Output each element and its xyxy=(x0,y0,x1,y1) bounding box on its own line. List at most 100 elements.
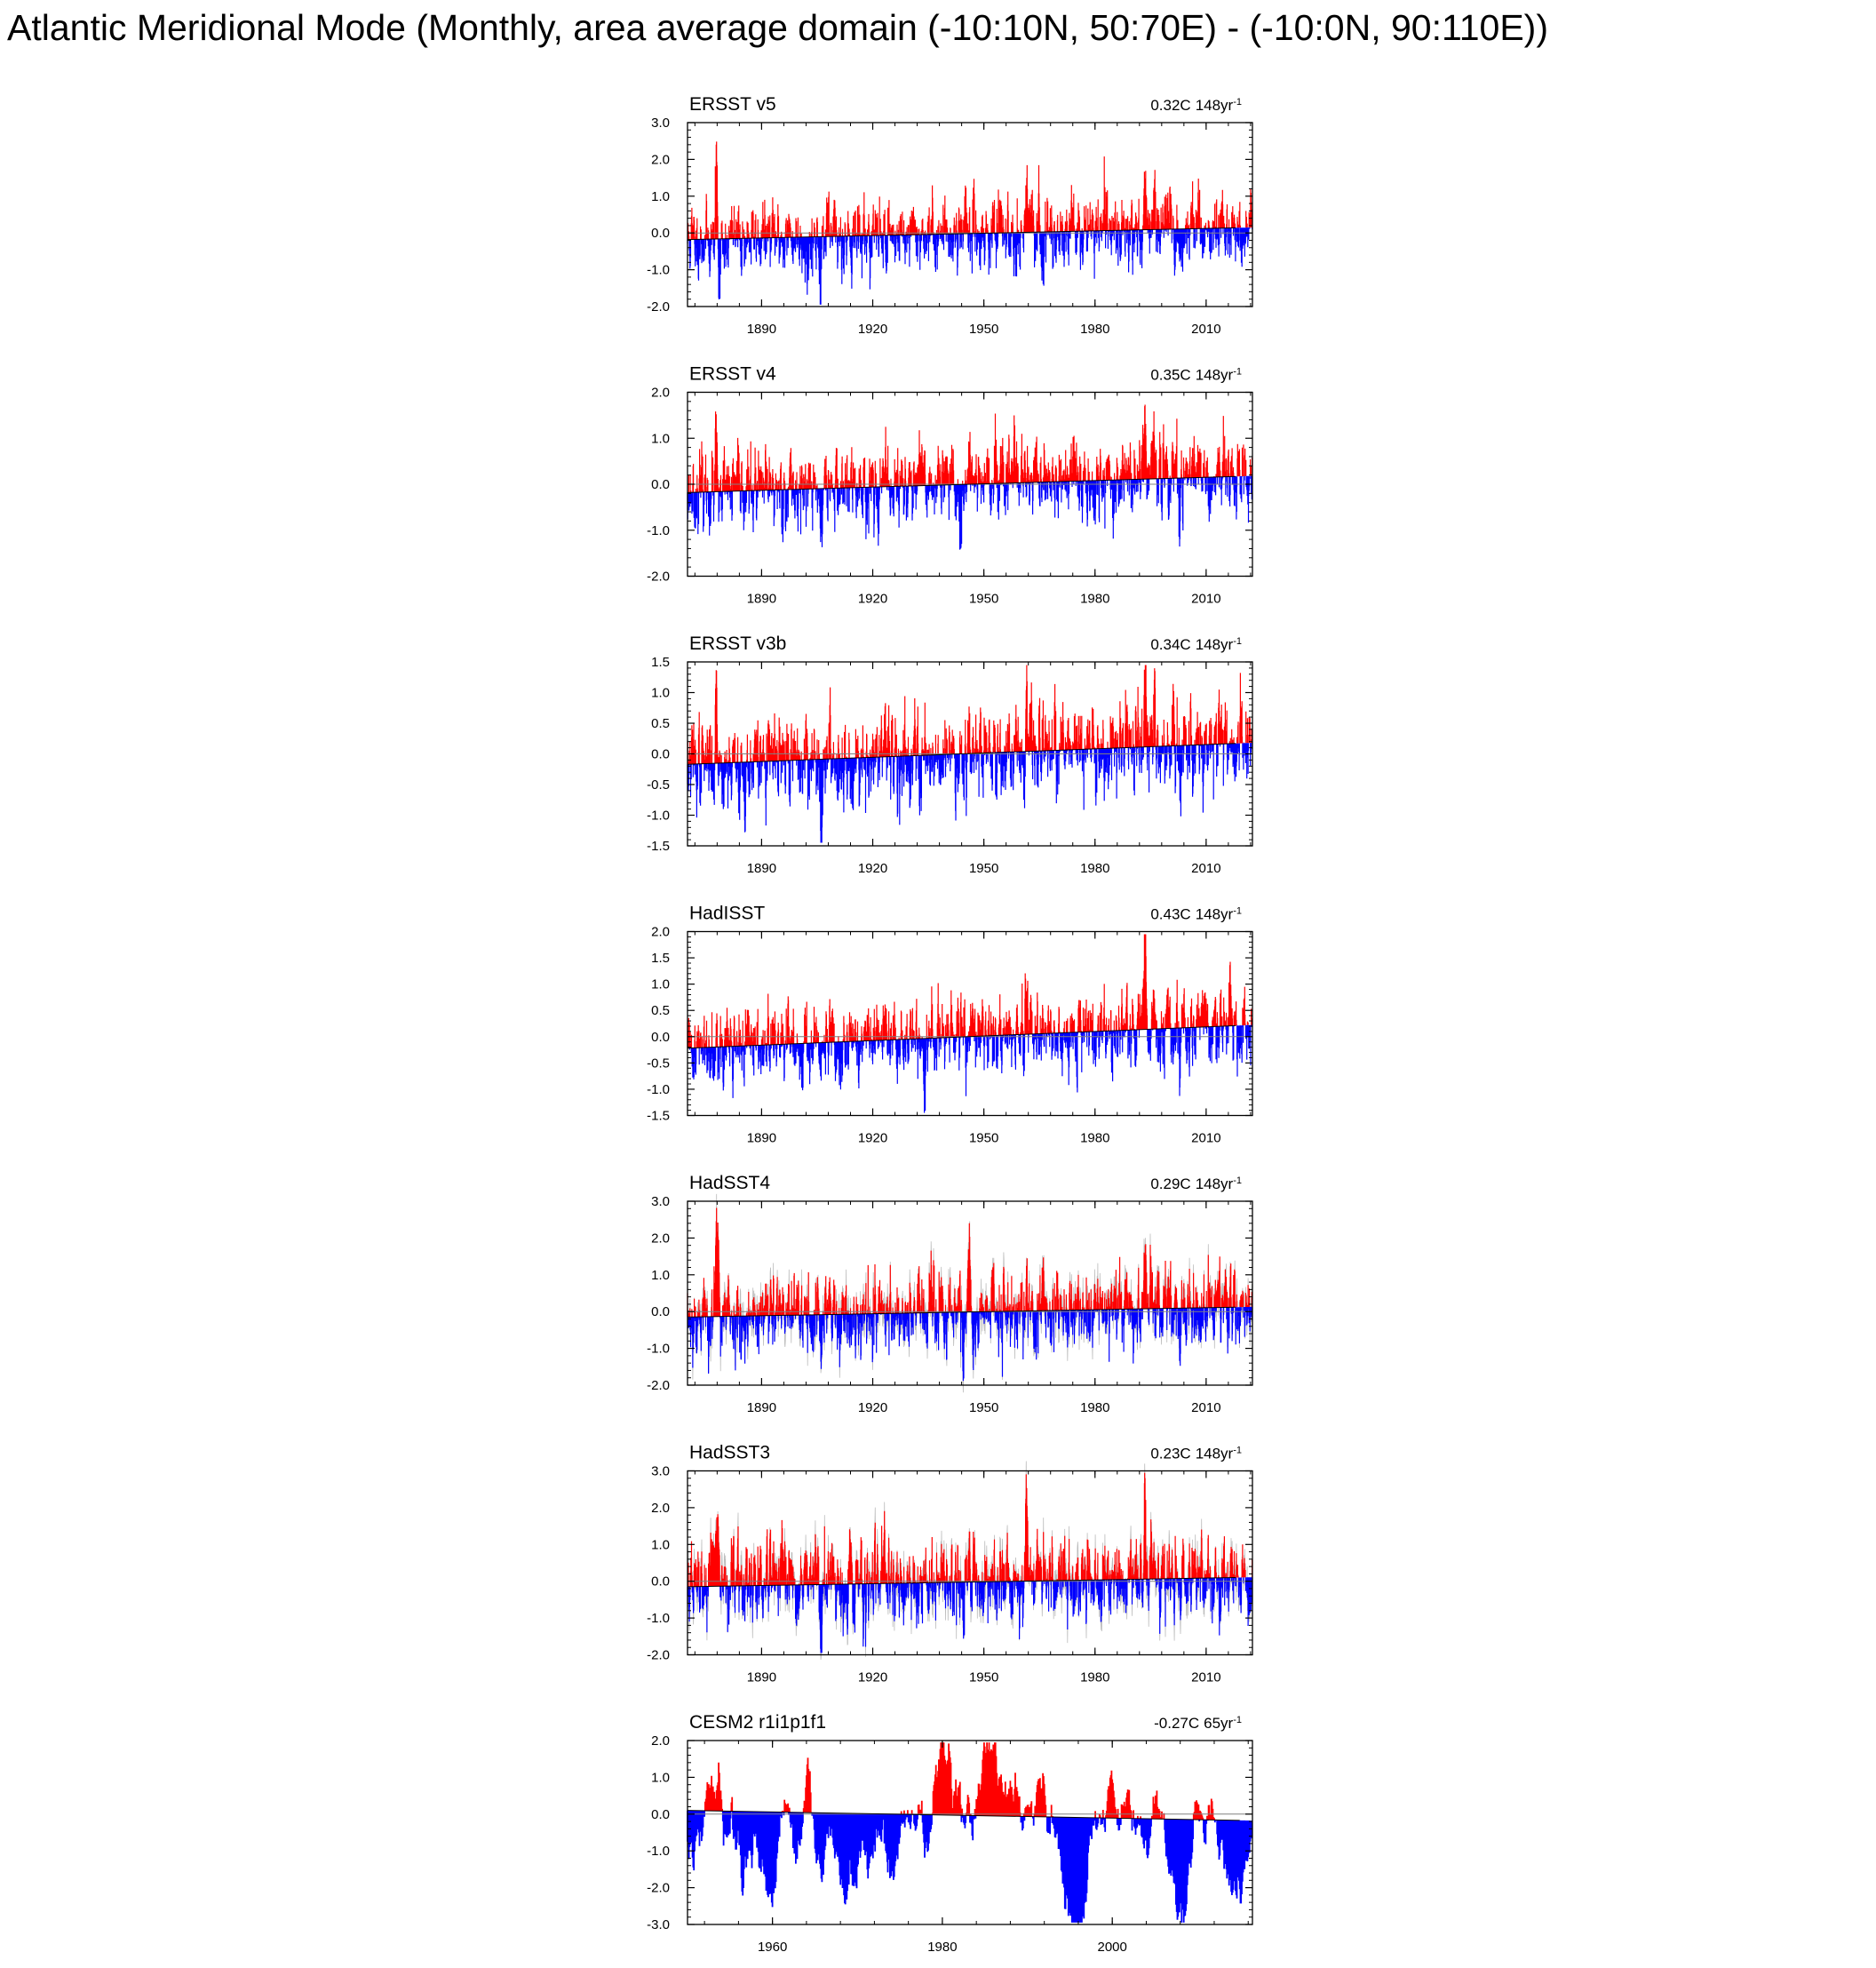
x-tick-label: 1920 xyxy=(858,322,887,337)
y-tick-label: 1.0 xyxy=(651,189,670,204)
y-tick-label: 1.0 xyxy=(651,1537,670,1552)
trend-period: 148yr xyxy=(1196,97,1234,114)
trend-line xyxy=(687,475,1236,493)
x-tick-label: 2010 xyxy=(1191,861,1220,876)
y-tick-label: 3.0 xyxy=(651,1464,670,1479)
y-tick-label: -1.0 xyxy=(647,1082,670,1097)
trend-exponent: -1 xyxy=(1233,367,1242,378)
plot-frame xyxy=(687,122,1253,307)
x-tick-label: 1980 xyxy=(1080,322,1109,337)
y-tick-label: -2.0 xyxy=(647,1648,670,1663)
y-tick-label: 0.0 xyxy=(651,1304,670,1319)
x-tick-label: 1980 xyxy=(1080,1131,1109,1146)
y-tick-label: 2.0 xyxy=(651,1231,670,1246)
y-tick-label: 0.0 xyxy=(651,1030,670,1045)
y-tick-label: -1.0 xyxy=(647,263,670,278)
x-tick-label: 2010 xyxy=(1191,1400,1220,1415)
trend-label: 0.32C 148yr-1 xyxy=(1150,97,1242,114)
y-tick-label: 0.0 xyxy=(651,1807,670,1822)
series-positive xyxy=(688,1472,1253,1587)
panel-title: ERSST v3b xyxy=(689,633,786,654)
trend-period: 148yr xyxy=(1196,636,1234,653)
x-tick-label: 2010 xyxy=(1191,322,1220,337)
y-tick-label: 2.0 xyxy=(651,1501,670,1516)
panel-title: CESM2 r1i1p1f1 xyxy=(689,1712,826,1733)
panel-title: ERSST v4 xyxy=(689,364,776,385)
trend-value: 0.35C xyxy=(1150,367,1190,384)
chart-panel-6: HadSST3 0.23C 148yr-1 -2.0 -1.0 0.0 1.0 2.0 3.0 1… xyxy=(647,1443,1253,1685)
plot-frame xyxy=(687,1740,1253,1925)
trend-exponent: -1 xyxy=(1233,1175,1242,1186)
x-tick-label: 1920 xyxy=(858,1131,887,1146)
y-tick-label: -1.0 xyxy=(647,809,670,824)
y-tick-label: 0.0 xyxy=(651,1574,670,1590)
y-tick-label: -0.5 xyxy=(647,1056,670,1071)
y-tick-label: 1.0 xyxy=(651,1770,670,1785)
y-tick-label: 1.0 xyxy=(651,431,670,446)
y-tick-label: 2.0 xyxy=(651,386,670,401)
y-tick-label: 1.5 xyxy=(651,951,670,966)
y-tick-label: 1.5 xyxy=(651,655,670,670)
trend-line xyxy=(687,743,1236,765)
series-negative xyxy=(687,1810,1253,1923)
trend-line xyxy=(687,1306,1236,1318)
trend-period: 148yr xyxy=(1196,1175,1234,1192)
y-tick-label: 2.0 xyxy=(651,925,670,940)
chart-panel-1: ERSST v5 0.32C 148yr-1 -2.0 -1.0 0.0 1.0 2.0 3.0… xyxy=(647,94,1253,337)
y-tick-label: -2.0 xyxy=(647,1881,670,1896)
series-positive xyxy=(687,141,1252,240)
x-tick-label: 1980 xyxy=(1080,592,1109,607)
x-tick-label: 1890 xyxy=(747,861,776,876)
y-tick-label: -1.5 xyxy=(647,1109,670,1124)
trend-period: 148yr xyxy=(1196,1446,1234,1462)
y-tick-label: -2.0 xyxy=(647,570,670,585)
plot-frame xyxy=(687,930,1253,1117)
y-tick-label: 2.0 xyxy=(651,1733,670,1749)
y-tick-label: -0.5 xyxy=(647,777,670,793)
y-tick-label: -1.0 xyxy=(647,1611,670,1626)
trend-value: 0.32C xyxy=(1150,97,1190,114)
x-tick-label: 1890 xyxy=(747,592,776,607)
panel-title: HadSST3 xyxy=(689,1443,770,1463)
plot-frame xyxy=(687,1470,1253,1656)
y-tick-label: 3.0 xyxy=(651,116,670,131)
trend-value: 0.34C xyxy=(1150,636,1190,653)
panel-title: HadISST xyxy=(689,904,765,924)
y-tick-label: 3.0 xyxy=(651,1194,670,1209)
x-tick-label: 1950 xyxy=(969,322,998,337)
chart-panel-3: ERSST v3b 0.34C 148yr-1 -1.5 -1.0 -0.5 0.0 0.5 1… xyxy=(647,633,1253,876)
y-tick-label: -2.0 xyxy=(647,1378,670,1393)
y-tick-label: 1.0 xyxy=(651,977,670,992)
x-tick-label: 1920 xyxy=(858,861,887,876)
x-tick-label: 2000 xyxy=(1098,1940,1127,1955)
trend-line xyxy=(687,1810,1240,1821)
x-tick-label: 1890 xyxy=(747,1131,776,1146)
x-tick-label: 2010 xyxy=(1191,1670,1220,1685)
x-tick-label: 1890 xyxy=(747,1670,776,1685)
x-tick-label: 2010 xyxy=(1191,592,1220,607)
y-tick-label: -1.5 xyxy=(647,839,670,854)
y-tick-label: -1.0 xyxy=(647,523,670,538)
trend-label: 0.43C 148yr-1 xyxy=(1150,906,1242,923)
x-tick-label: 1920 xyxy=(858,1670,887,1685)
trend-period: 65yr xyxy=(1204,1715,1233,1732)
series-negative xyxy=(687,227,1253,305)
y-tick-label: -2.0 xyxy=(647,299,670,315)
trend-line xyxy=(687,1024,1236,1049)
x-tick-label: 1890 xyxy=(747,322,776,337)
figure-title: Atlantic Meridional Mode (Monthly, area … xyxy=(7,7,1548,48)
trend-value: 0.43C xyxy=(1150,906,1190,923)
chart-panel-7: CESM2 r1i1p1f1 -0.27C 65yr-1 -3.0 -2.0 -1.0 0.… xyxy=(647,1712,1253,1955)
y-tick-label: 0.0 xyxy=(651,477,670,492)
trend-value: 0.29C xyxy=(1150,1175,1190,1192)
chart-panel-4: HadISST 0.43C 148yr-1 -1.5 -1.0 -0.5 0.0 0.5 1.0… xyxy=(647,904,1253,1146)
x-tick-label: 1980 xyxy=(1080,861,1109,876)
series-negative xyxy=(688,1024,1252,1113)
trend-exponent: -1 xyxy=(1233,1446,1242,1456)
y-tick-label: 2.0 xyxy=(651,152,670,167)
x-tick-label: 1920 xyxy=(858,592,887,607)
trend-label: 0.29C 148yr-1 xyxy=(1150,1175,1242,1192)
y-tick-label: 0.0 xyxy=(651,226,670,241)
trend-line xyxy=(687,227,1236,241)
